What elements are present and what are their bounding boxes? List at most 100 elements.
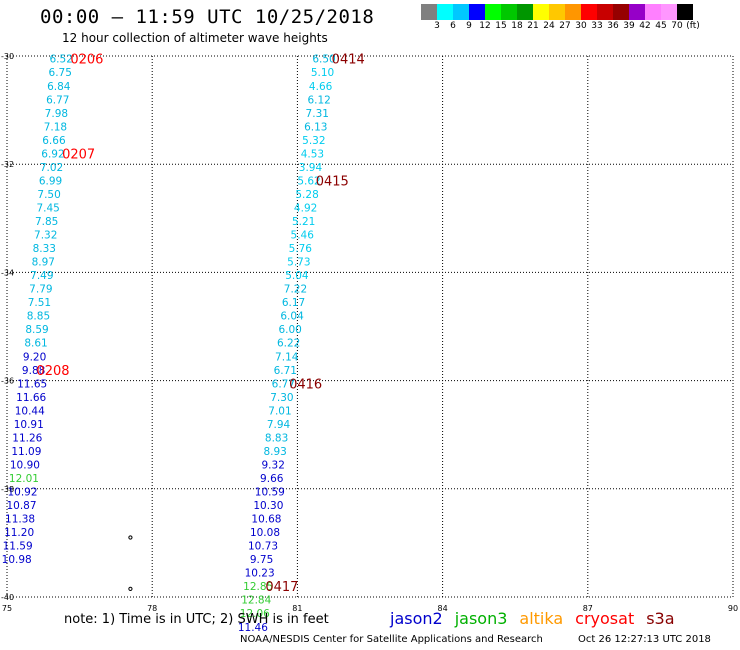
- colorbar-swatch: [597, 4, 613, 20]
- colorbar-label: 24: [543, 21, 555, 31]
- data-label: 11.65: [17, 378, 47, 390]
- timestamp: Oct 26 12:27:13 UTC 2018: [578, 634, 711, 645]
- colorbar-label: 12: [479, 21, 491, 31]
- data-label: 7.31: [306, 108, 329, 120]
- data-label: 6.84: [47, 81, 71, 93]
- data-label: 8.97: [32, 257, 55, 269]
- pass-annotation: 0416: [289, 377, 322, 392]
- data-label: 11.38: [5, 514, 35, 526]
- legend-entry-jason3: jason3: [454, 609, 508, 628]
- pass-annotation: 0414: [332, 53, 365, 68]
- data-label: 3.94: [299, 162, 323, 174]
- data-label: 6.77: [272, 378, 295, 390]
- data-label: 6.12: [307, 94, 330, 106]
- data-label: 11.09: [11, 446, 41, 458]
- data-label: 5.76: [289, 243, 313, 255]
- data-label: 10.23: [245, 568, 275, 580]
- data-label: 10.59: [255, 487, 285, 499]
- pass-annotation: 0208: [36, 364, 69, 379]
- data-label: 5.32: [302, 135, 325, 147]
- colorbar-label: 3: [434, 21, 440, 31]
- colorbar-label: 21: [527, 21, 539, 31]
- colorbar-swatch: [437, 4, 453, 20]
- data-label: 10.30: [253, 500, 283, 512]
- legend-entry-cryosat: cryosat: [575, 609, 635, 628]
- data-label: 7.01: [268, 405, 291, 417]
- data-label: 4.53: [301, 148, 324, 160]
- data-label: 10.08: [250, 527, 280, 539]
- colorbar-label: 6: [450, 21, 456, 31]
- data-label: 6.52: [50, 54, 73, 66]
- data-label: 7.79: [29, 284, 52, 296]
- data-label: 5.62: [297, 175, 320, 187]
- data-label: 7.50: [37, 189, 60, 201]
- colorbar-swatch: [677, 4, 693, 20]
- data-label: 11.46: [238, 622, 268, 634]
- credit-text: NOAA/NESDIS Center for Satellite Applica…: [240, 634, 543, 645]
- x-tick-label: 87: [583, 604, 593, 613]
- colorbar-label: 18: [511, 21, 523, 31]
- colorbar-swatch: [485, 4, 501, 20]
- data-label: 11.26: [12, 432, 42, 444]
- x-tick-label: 90: [728, 604, 738, 613]
- data-label: 4.66: [309, 81, 333, 93]
- data-label: 7.22: [284, 284, 307, 296]
- colorbar-swatch: [421, 4, 437, 20]
- data-label: 5.28: [295, 189, 318, 201]
- data-label: 12.06: [240, 608, 270, 620]
- data-label: 11.20: [4, 527, 34, 539]
- pass-annotation: 0206: [70, 53, 103, 68]
- colorbar-label: 33: [591, 21, 603, 31]
- data-label: 6.77: [46, 94, 69, 106]
- colorbar-swatch: [469, 4, 485, 20]
- data-label: 6.75: [49, 67, 72, 79]
- point-marker: [128, 535, 133, 540]
- colorbar-swatch: [517, 4, 533, 20]
- data-label: 7.49: [30, 270, 53, 282]
- data-label: 9.32: [262, 459, 285, 471]
- colorbar-swatch: [549, 4, 565, 20]
- colorbar-swatch: [565, 4, 581, 20]
- colorbar-label: 39: [623, 21, 635, 31]
- data-label: 9.20: [23, 351, 46, 363]
- data-label: 6.66: [42, 135, 66, 147]
- data-label: 6.92: [41, 148, 64, 160]
- data-label: 6.50: [312, 54, 335, 66]
- y-tick-label: -38: [1, 485, 14, 494]
- data-label: 7.02: [40, 162, 63, 174]
- data-label: 10.68: [251, 514, 281, 526]
- data-label: 12.85: [243, 581, 273, 593]
- pass-annotation: 0415: [316, 174, 349, 189]
- data-label: 7.18: [44, 121, 67, 133]
- data-label: 8.85: [27, 311, 50, 323]
- data-label: 9.66: [260, 473, 284, 485]
- data-label: 7.85: [35, 216, 58, 228]
- data-label: 7.94: [267, 419, 291, 431]
- chart-legend: jason2 jason3 altika cryosat s3a: [390, 609, 687, 628]
- colorbar-swatch: [501, 4, 517, 20]
- data-label: 8.59: [25, 324, 48, 336]
- data-label: 10.90: [10, 459, 40, 471]
- x-tick-label: 75: [2, 604, 12, 613]
- data-label: 7.30: [270, 392, 293, 404]
- data-label: 11.66: [16, 392, 46, 404]
- data-label: 5.04: [285, 270, 309, 282]
- data-label: 11.59: [3, 541, 33, 553]
- data-label: 6.22: [277, 338, 300, 350]
- colorbar-swatch: [613, 4, 629, 20]
- data-label: 10.73: [248, 541, 278, 553]
- data-label: 7.32: [34, 230, 57, 242]
- colorbar-label: 9: [466, 21, 472, 31]
- data-label: 5.21: [292, 216, 315, 228]
- y-tick-label: -32: [1, 160, 14, 169]
- colorbar-label: 42: [639, 21, 651, 31]
- colorbar-label: 36: [607, 21, 619, 31]
- colorbar-swatch: [533, 4, 549, 20]
- colorbar-label: 70: [671, 21, 683, 31]
- data-label: 6.71: [274, 365, 297, 377]
- legend-entry-s3a: s3a: [646, 609, 675, 628]
- data-label: 10.87: [6, 500, 36, 512]
- colorbar-label: 30: [575, 21, 587, 31]
- y-tick-label: -30: [1, 52, 14, 61]
